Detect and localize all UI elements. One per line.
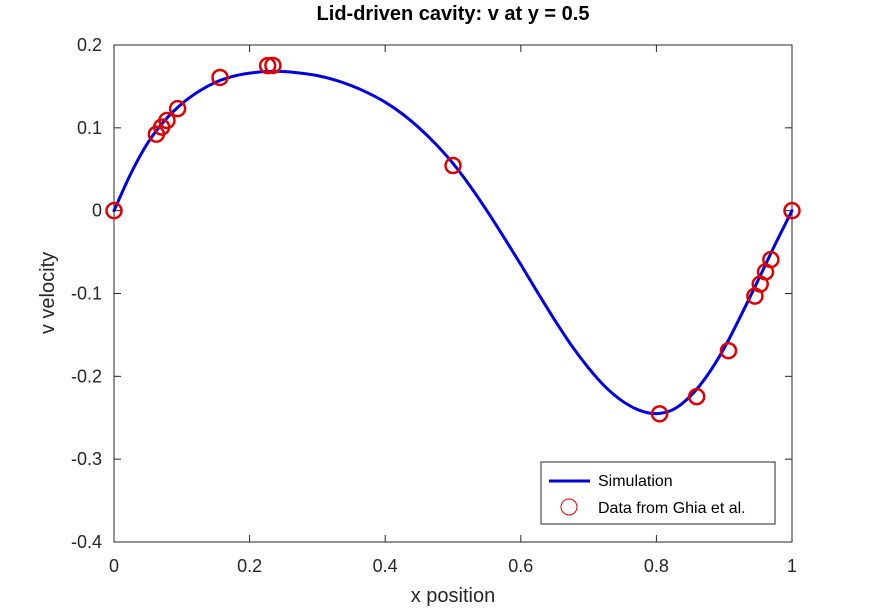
chart-title: Lid-driven cavity: v at y = 0.5	[317, 3, 590, 25]
data-point-ghia	[258, 56, 277, 75]
legend-entry-ghia: Data from Ghia et al.	[598, 500, 746, 517]
data-point-ghia	[762, 250, 780, 269]
data-point-ghia	[719, 341, 738, 360]
y-tick-label: -0.1	[71, 284, 102, 304]
x-tick-label: 0.6	[508, 556, 533, 576]
data-point-ghia	[444, 156, 462, 175]
y-tick-label: 0.2	[77, 35, 102, 55]
plot-area	[113, 44, 793, 543]
data-point-ghia	[650, 405, 669, 423]
x-tick-label: 0.2	[237, 556, 262, 576]
axis-ticks: 0 0.2 0.4 0.6 0.8 1 -0.4 -0.3 -0.2 -0.1 0 0.1 0.2	[71, 35, 797, 576]
legend-box	[540, 461, 776, 525]
data-point-ghia	[783, 201, 801, 220]
x-axis-label: x position	[411, 585, 496, 607]
data-point-ghia	[211, 68, 229, 87]
x-tick-label: 0	[109, 556, 119, 576]
data-point-ghia	[158, 111, 176, 130]
y-tick-label: 0	[92, 201, 102, 221]
legend-entry-simulation: Simulation	[598, 473, 673, 490]
data-point-ghia	[105, 201, 123, 220]
legend-marker-swatch	[560, 498, 578, 516]
y-axis-label: v velocity	[37, 252, 59, 334]
y-tick-label: -0.3	[71, 449, 102, 469]
x-tick-label: 0.4	[373, 556, 398, 576]
legend: Simulation Data from Ghia et al.	[540, 461, 776, 525]
series-markers-ghia	[105, 56, 801, 423]
data-point-ghia	[264, 56, 282, 75]
x-tick-label: 0.8	[644, 556, 669, 576]
data-point-ghia	[687, 387, 706, 406]
y-tick-label: -0.4	[71, 532, 102, 552]
y-tick-label: 0.1	[77, 118, 102, 138]
x-tick-label: 1	[787, 556, 797, 576]
y-tick-label: -0.2	[71, 366, 102, 386]
data-point-ghia	[168, 99, 187, 118]
